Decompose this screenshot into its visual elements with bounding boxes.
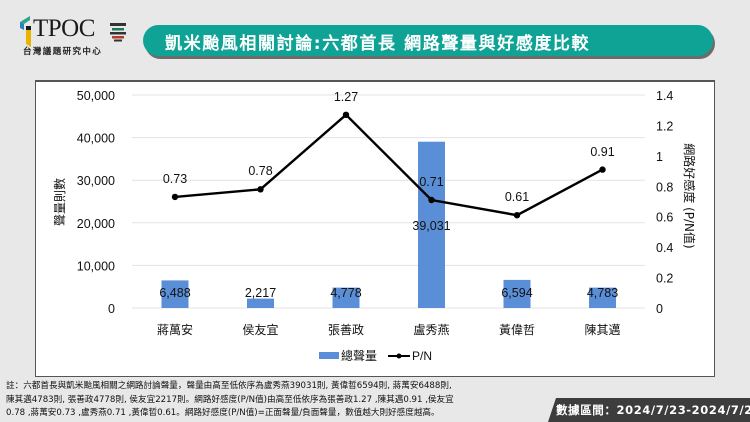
- logo-seal-icon: [110, 23, 126, 42]
- legend-bar-label: 總聲量: [341, 348, 377, 363]
- category-label: 黃偉哲: [499, 323, 535, 337]
- right-tick: 0.2: [656, 272, 673, 286]
- right-axis: 1.4 1.2 1 0.8 0.6 0.4 0.2 0: [656, 89, 673, 316]
- pn-label: 1.27: [334, 90, 358, 104]
- bar-chang: [332, 287, 360, 308]
- right-axis-title: 網路好感度 (P/N值): [682, 143, 697, 248]
- right-tick: 0.6: [656, 211, 673, 225]
- left-tick: 20,000: [77, 217, 115, 231]
- footnote: 註：六都首長與凱米颱風相關之網路討論聲量，聲量由高至低依序為盧秀燕39031則,…: [6, 380, 506, 421]
- chart-frame: [35, 80, 715, 377]
- bar-labels: 6,488 2,217 4,778 39,031 6,594 4,783: [159, 219, 618, 300]
- pn-label: 0.71: [419, 175, 443, 189]
- category-label: 蔣萬安: [157, 322, 193, 337]
- title-banner: 凱米颱風相關討論:六都首長 網路聲量與好感度比較: [143, 25, 713, 56]
- bar-jiang: [161, 280, 189, 308]
- right-tick: 1: [656, 150, 663, 164]
- category-label: 侯友宜: [242, 322, 278, 337]
- pn-label: 0.91: [590, 145, 614, 159]
- logo-subtitle: 台灣議題研究中心: [23, 47, 103, 57]
- legend-bar-swatch-icon: [319, 352, 339, 359]
- bar-label: 4,783: [587, 286, 618, 300]
- footnote-line: 陳其邁4783則, 張善政4778則, 侯友宜2217則。網路好感度(P/N值)…: [6, 394, 454, 405]
- logo-brand: TPOC: [33, 15, 95, 42]
- left-axis: 50,000 40,000 30,000 20,000 10,000 0: [77, 89, 115, 316]
- category-label: 盧秀燕: [413, 323, 449, 337]
- bar-huang: [503, 279, 531, 308]
- legend: 總聲量 P/N: [319, 348, 432, 363]
- right-tick: 0.4: [656, 241, 673, 255]
- legend-line-label: P/N: [412, 349, 432, 363]
- logo-mark-icon: [20, 16, 31, 47]
- category-label: 張善政: [328, 322, 364, 337]
- category-axis: 蔣萬安 侯友宜 張善政 盧秀燕 黃偉哲 陳其邁: [157, 322, 621, 337]
- left-tick: 10,000: [77, 259, 115, 273]
- bar-label: 6,594: [501, 286, 532, 300]
- left-tick: 40,000: [77, 132, 115, 146]
- bar-label: 4,778: [330, 286, 361, 300]
- bar-chen: [589, 287, 616, 308]
- pn-label: 0.61: [505, 190, 529, 204]
- right-tick: 1.4: [656, 89, 673, 103]
- left-tick: 30,000: [77, 174, 115, 188]
- footnote-line: 註：六都首長與凱米颱風相關之網路討論聲量，聲量由高至低依序為盧秀燕39031則,…: [6, 381, 452, 391]
- pn-labels: 0.73 0.78 1.27 0.71 0.61 0.91: [163, 90, 615, 204]
- footnote-line: 0.78 ,蔣萬安0.73 ,盧秀燕0.71 ,黃偉哲0.61。網路好感度(P/…: [6, 408, 440, 418]
- left-axis-title: 聲量則數: [52, 178, 67, 226]
- category-label: 陳其邁: [584, 323, 620, 337]
- right-tick: 1.2: [656, 119, 673, 133]
- date-range-badge: 數據區間：2024/7/23-2024/7/25: [548, 398, 750, 422]
- left-tick: 0: [108, 302, 115, 316]
- pn-markers: [171, 111, 606, 219]
- gridlines: [132, 94, 645, 309]
- pn-line: [174, 113, 604, 217]
- bar-hou: [247, 298, 274, 308]
- page-title: 凱米颱風相關討論:六都首長 網路聲量與好感度比較: [165, 34, 591, 54]
- right-tick: 0: [656, 302, 663, 316]
- date-range-text: 數據區間：2024/7/23-2024/7/25: [556, 403, 750, 417]
- bar-label: 39,031: [412, 219, 450, 233]
- pn-label: 0.73: [163, 172, 187, 186]
- bar-series: [161, 141, 616, 308]
- bar-lu: [418, 141, 445, 308]
- pn-label: 0.78: [248, 164, 272, 178]
- right-tick: 0.8: [656, 180, 673, 194]
- bar-label: 6,488: [159, 286, 190, 300]
- bar-label: 2,217: [245, 286, 276, 300]
- tpoc-logo: TPOC 台灣議題研究中心: [18, 14, 138, 60]
- left-tick: 50,000: [77, 89, 115, 103]
